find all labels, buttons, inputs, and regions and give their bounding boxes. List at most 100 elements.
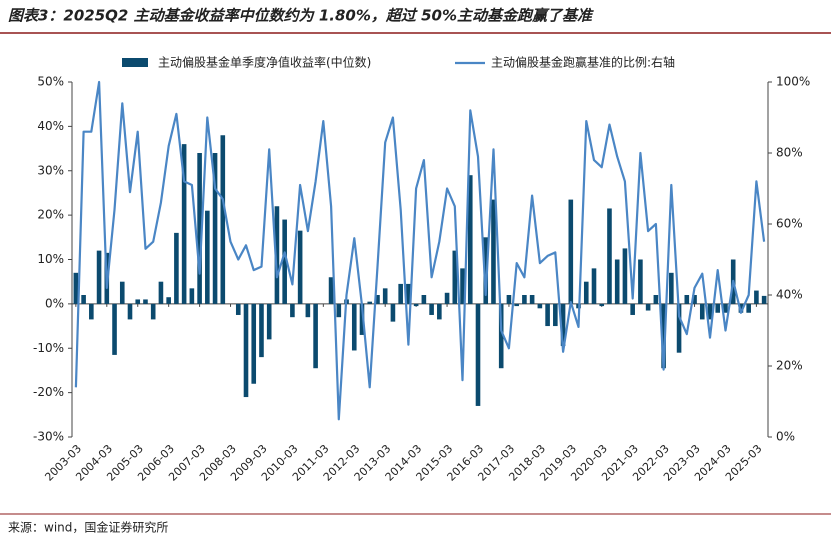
bar xyxy=(754,290,759,304)
bar xyxy=(336,303,342,318)
bar xyxy=(622,248,628,304)
y-tick-label: 0% xyxy=(45,296,64,310)
bar xyxy=(259,303,264,358)
bar xyxy=(444,292,450,304)
bar xyxy=(537,303,543,309)
bar xyxy=(699,303,705,320)
bar xyxy=(328,277,334,304)
bar xyxy=(243,303,249,398)
bar xyxy=(669,272,674,304)
bar xyxy=(529,295,535,304)
bar xyxy=(746,303,751,313)
y2-tick-label: 100% xyxy=(776,75,810,89)
bar xyxy=(676,303,682,353)
legend-label: 主动偏股基金单季度净值收益率(中位数) xyxy=(158,55,371,70)
bar xyxy=(653,295,659,304)
bar xyxy=(282,219,287,304)
bar xyxy=(645,303,651,311)
bar xyxy=(96,250,102,304)
bar xyxy=(692,295,697,304)
bar xyxy=(220,135,226,304)
y-tick-label: -10% xyxy=(33,341,64,355)
bar xyxy=(313,303,318,369)
y2-tick-label: 80% xyxy=(776,146,803,160)
bar xyxy=(638,259,643,304)
bar xyxy=(583,281,589,304)
bar xyxy=(81,295,86,304)
bar xyxy=(150,303,156,320)
bar xyxy=(498,303,504,369)
bar xyxy=(398,283,403,304)
bar xyxy=(522,295,527,304)
bar xyxy=(235,303,241,315)
chart-title: 图表3：2025Q2 主动基金收益率中位数约为 1.80%，超过 50%主动基金… xyxy=(8,7,594,25)
bar xyxy=(413,303,419,307)
bar xyxy=(560,303,566,347)
bar xyxy=(475,303,481,406)
bar xyxy=(568,199,574,304)
legend-label: 主动偏股基金跑赢基准的比例:右轴 xyxy=(491,55,675,70)
bar xyxy=(174,232,179,304)
bar xyxy=(367,301,373,304)
bar xyxy=(506,295,512,304)
bar xyxy=(181,144,187,304)
bar xyxy=(375,295,380,304)
bar xyxy=(429,303,434,315)
bar xyxy=(452,250,458,304)
y-tick-label: 20% xyxy=(37,208,64,222)
bar xyxy=(112,303,117,355)
bar xyxy=(351,303,357,351)
bar xyxy=(359,303,365,335)
y-tick-label: -20% xyxy=(33,385,64,399)
bar xyxy=(205,210,210,304)
bar xyxy=(197,153,202,304)
bar xyxy=(274,206,280,304)
bar xyxy=(73,272,79,304)
source: 来源：wind，国金证券研究所 xyxy=(8,520,168,535)
bar xyxy=(305,303,311,318)
bar xyxy=(437,303,442,320)
legend-swatch xyxy=(122,58,148,67)
bar xyxy=(467,175,473,304)
bar xyxy=(483,237,489,304)
bar xyxy=(297,230,303,304)
bar xyxy=(630,303,635,315)
bar xyxy=(382,288,388,304)
bar xyxy=(707,303,713,320)
bar xyxy=(406,283,411,304)
bar xyxy=(212,153,218,304)
bar xyxy=(390,303,396,322)
bar xyxy=(89,303,94,320)
bar xyxy=(545,303,550,327)
y-tick-label: 10% xyxy=(37,252,64,266)
bar xyxy=(491,199,496,304)
bar xyxy=(266,303,272,340)
bar xyxy=(599,303,605,307)
bar xyxy=(421,295,427,304)
bar xyxy=(135,299,141,304)
bar xyxy=(723,303,728,313)
y2-tick-label: 40% xyxy=(776,288,803,302)
bar xyxy=(614,259,620,304)
bar xyxy=(189,288,195,304)
y-tick-label: 30% xyxy=(37,163,64,177)
y-tick-label: -30% xyxy=(33,430,64,444)
bar xyxy=(761,295,767,304)
bar xyxy=(607,208,612,304)
bar xyxy=(591,268,597,304)
bar xyxy=(166,297,171,304)
bar xyxy=(158,281,164,304)
y2-tick-label: 0% xyxy=(776,430,795,444)
bar xyxy=(127,303,133,320)
bar xyxy=(143,299,148,304)
bar xyxy=(251,303,257,384)
y2-tick-label: 20% xyxy=(776,359,803,373)
bar xyxy=(514,303,519,307)
bar xyxy=(460,268,465,304)
line xyxy=(74,80,766,421)
bar xyxy=(684,295,690,304)
bar xyxy=(715,303,721,313)
bar xyxy=(119,281,125,304)
y2-tick-label: 60% xyxy=(776,217,803,231)
